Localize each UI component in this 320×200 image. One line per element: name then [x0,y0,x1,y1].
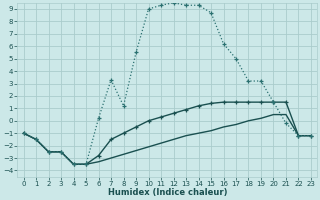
X-axis label: Humidex (Indice chaleur): Humidex (Indice chaleur) [108,188,227,197]
